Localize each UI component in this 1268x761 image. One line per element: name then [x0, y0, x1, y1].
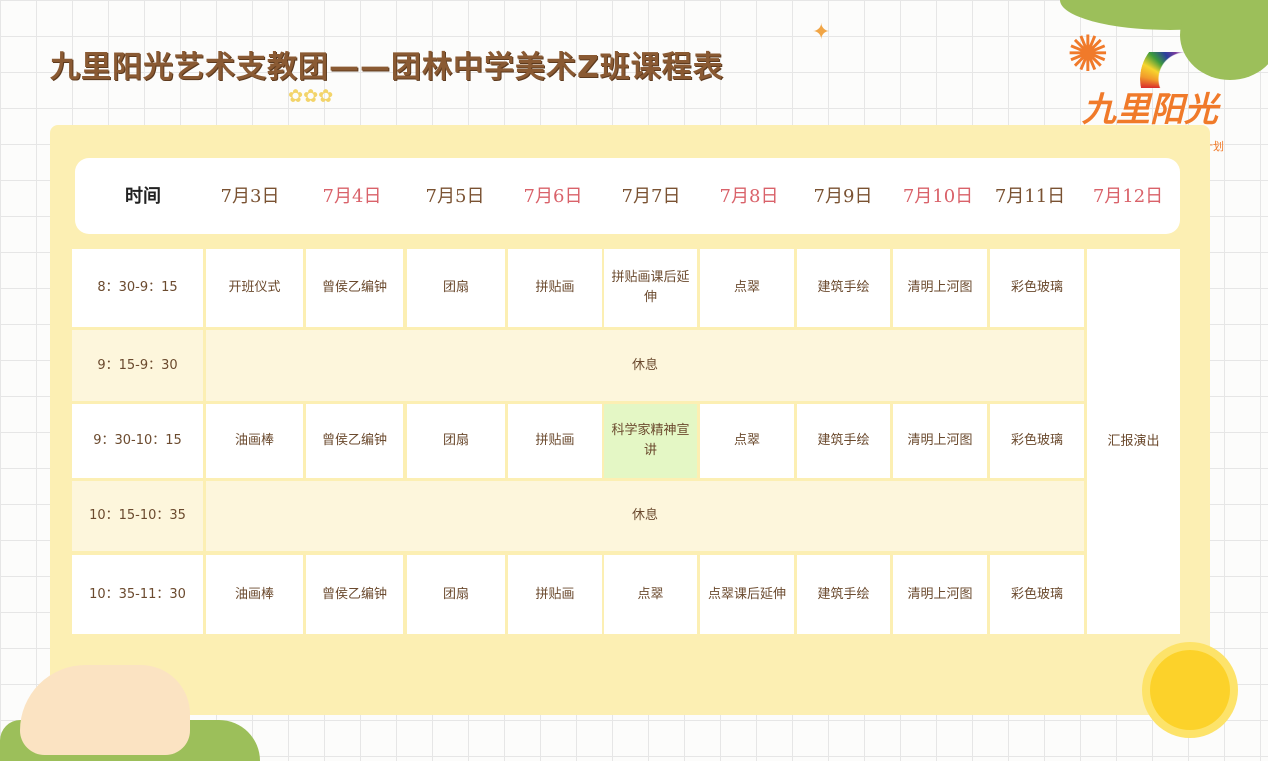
time-slot: 10：15-10：35	[72, 481, 203, 551]
header-date: 7月8日	[719, 186, 779, 207]
class-cell: 科学家精神宣讲	[604, 404, 697, 478]
cat-illustration	[20, 665, 190, 755]
break-cell: 休息	[206, 481, 1084, 551]
time-slot: 10：35-11：30	[72, 555, 203, 634]
header-date: 7月7日	[621, 186, 681, 207]
class-cell: 点翠	[700, 404, 794, 478]
header-date: 7月4日	[322, 186, 382, 207]
sun-illustration	[1150, 650, 1230, 730]
class-cell: 建筑手绘	[797, 555, 890, 634]
class-cell: 彩色玻璃	[990, 404, 1084, 478]
class-cell: 彩色玻璃	[990, 249, 1084, 327]
class-cell: 拼贴画	[508, 404, 602, 478]
header-date: 7月3日	[220, 186, 280, 207]
class-cell: 点翠	[700, 249, 794, 327]
class-cell: 曾侯乙编钟	[306, 404, 403, 478]
class-cell: 油画棒	[206, 555, 303, 634]
class-cell: 建筑手绘	[797, 404, 890, 478]
class-cell: 清明上河图	[893, 555, 987, 634]
rainbow-icon	[1140, 34, 1230, 124]
logo: ✺ 九里阳光 计划	[1062, 20, 1242, 160]
header-date: 7月12日	[1092, 186, 1164, 207]
class-cell: 拼贴画	[508, 249, 602, 327]
header-date: 7月11日	[994, 186, 1066, 207]
break-cell: 休息	[206, 330, 1084, 401]
class-cell: 开班仪式	[206, 249, 303, 327]
time-slot: 9：15-9：30	[72, 330, 203, 401]
sun-flower-icon: ✺	[1067, 25, 1109, 83]
class-cell: 点翠	[604, 555, 697, 634]
class-cell: 团扇	[407, 404, 505, 478]
class-cell: 拼贴画课后延伸	[604, 249, 697, 327]
sparkle-icon: ✦	[812, 20, 831, 45]
class-cell: 点翠课后延伸	[700, 555, 794, 634]
flower-decoration: ✿✿✿	[288, 86, 334, 107]
class-cell: 油画棒	[206, 404, 303, 478]
class-cell: 拼贴画	[508, 555, 602, 634]
page-title: 九里阳光艺术支教团——团林中学美术Z班课程表	[50, 50, 724, 85]
class-cell: 曾侯乙编钟	[306, 249, 403, 327]
class-cell: 团扇	[407, 555, 505, 634]
class-cell: 曾侯乙编钟	[306, 555, 403, 634]
report-performance-cell: 汇报演出	[1087, 249, 1180, 634]
header-date: 7月6日	[523, 186, 583, 207]
class-cell: 清明上河图	[893, 249, 987, 327]
class-cell: 建筑手绘	[797, 249, 890, 327]
class-cell: 彩色玻璃	[990, 555, 1084, 634]
time-slot: 9：30-10：15	[72, 404, 203, 478]
header-date: 7月10日	[902, 186, 974, 207]
class-cell: 清明上河图	[893, 404, 987, 478]
header-time-label: 时间	[125, 186, 161, 207]
header-date: 7月9日	[813, 186, 873, 207]
time-slot: 8：30-9：15	[72, 249, 203, 327]
class-cell: 团扇	[407, 249, 505, 327]
header-date: 7月5日	[425, 186, 485, 207]
date-header	[75, 158, 1180, 234]
